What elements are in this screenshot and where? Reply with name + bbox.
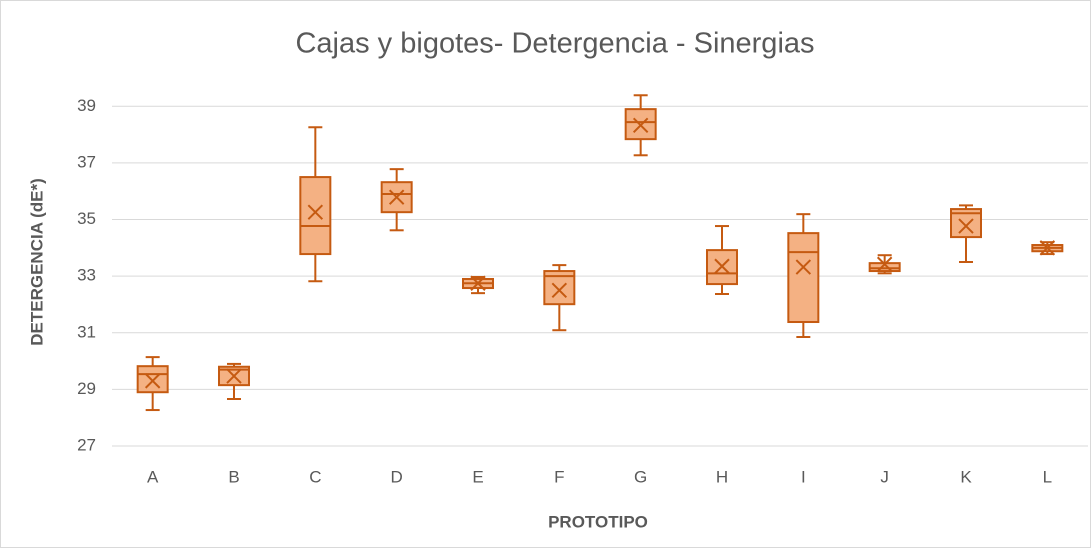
mean-marker bbox=[958, 218, 974, 234]
x-tick-label: I bbox=[801, 467, 806, 486]
mean-marker bbox=[632, 117, 649, 133]
x-tick-label: C bbox=[309, 467, 321, 486]
mean-marker bbox=[226, 368, 242, 384]
chart-title: Cajas y bigotes- Detergencia - Sinergias bbox=[295, 28, 814, 60]
x-tick-label: B bbox=[228, 467, 239, 486]
mean-marker bbox=[795, 259, 812, 275]
y-tick-label: 27 bbox=[77, 435, 96, 454]
y-tick-label: 29 bbox=[77, 379, 96, 398]
y-tick-label: 37 bbox=[77, 152, 96, 171]
box bbox=[136, 365, 169, 394]
x-tick-label: E bbox=[472, 467, 483, 486]
y-axis-label: DETERGENCIA (dE*) bbox=[27, 178, 46, 346]
mean-marker bbox=[388, 189, 405, 205]
box bbox=[299, 176, 332, 256]
mean-marker bbox=[1039, 240, 1056, 256]
x-tick-label: L bbox=[1043, 467, 1052, 486]
mean-marker bbox=[551, 282, 568, 299]
x-tick-label: D bbox=[391, 467, 403, 486]
box bbox=[787, 232, 820, 324]
x-tick-label: A bbox=[147, 467, 159, 486]
x-tick-label: K bbox=[960, 467, 972, 486]
mean-marker bbox=[876, 256, 893, 272]
mean-marker bbox=[307, 204, 324, 220]
x-tick-label: F bbox=[554, 467, 564, 486]
y-tick-label: 35 bbox=[77, 209, 96, 228]
x-axis-label: PROTOTIPO bbox=[548, 512, 648, 531]
mean-marker bbox=[470, 275, 486, 291]
x-tick-label: G bbox=[634, 467, 647, 486]
y-tick-label: 39 bbox=[77, 96, 96, 115]
x-tick-label: H bbox=[716, 467, 728, 486]
y-tick-label: 33 bbox=[77, 266, 96, 285]
mean-marker bbox=[714, 258, 730, 274]
mean-marker bbox=[144, 373, 161, 389]
x-tick-label: J bbox=[880, 467, 889, 486]
y-tick-label: 31 bbox=[77, 322, 96, 341]
